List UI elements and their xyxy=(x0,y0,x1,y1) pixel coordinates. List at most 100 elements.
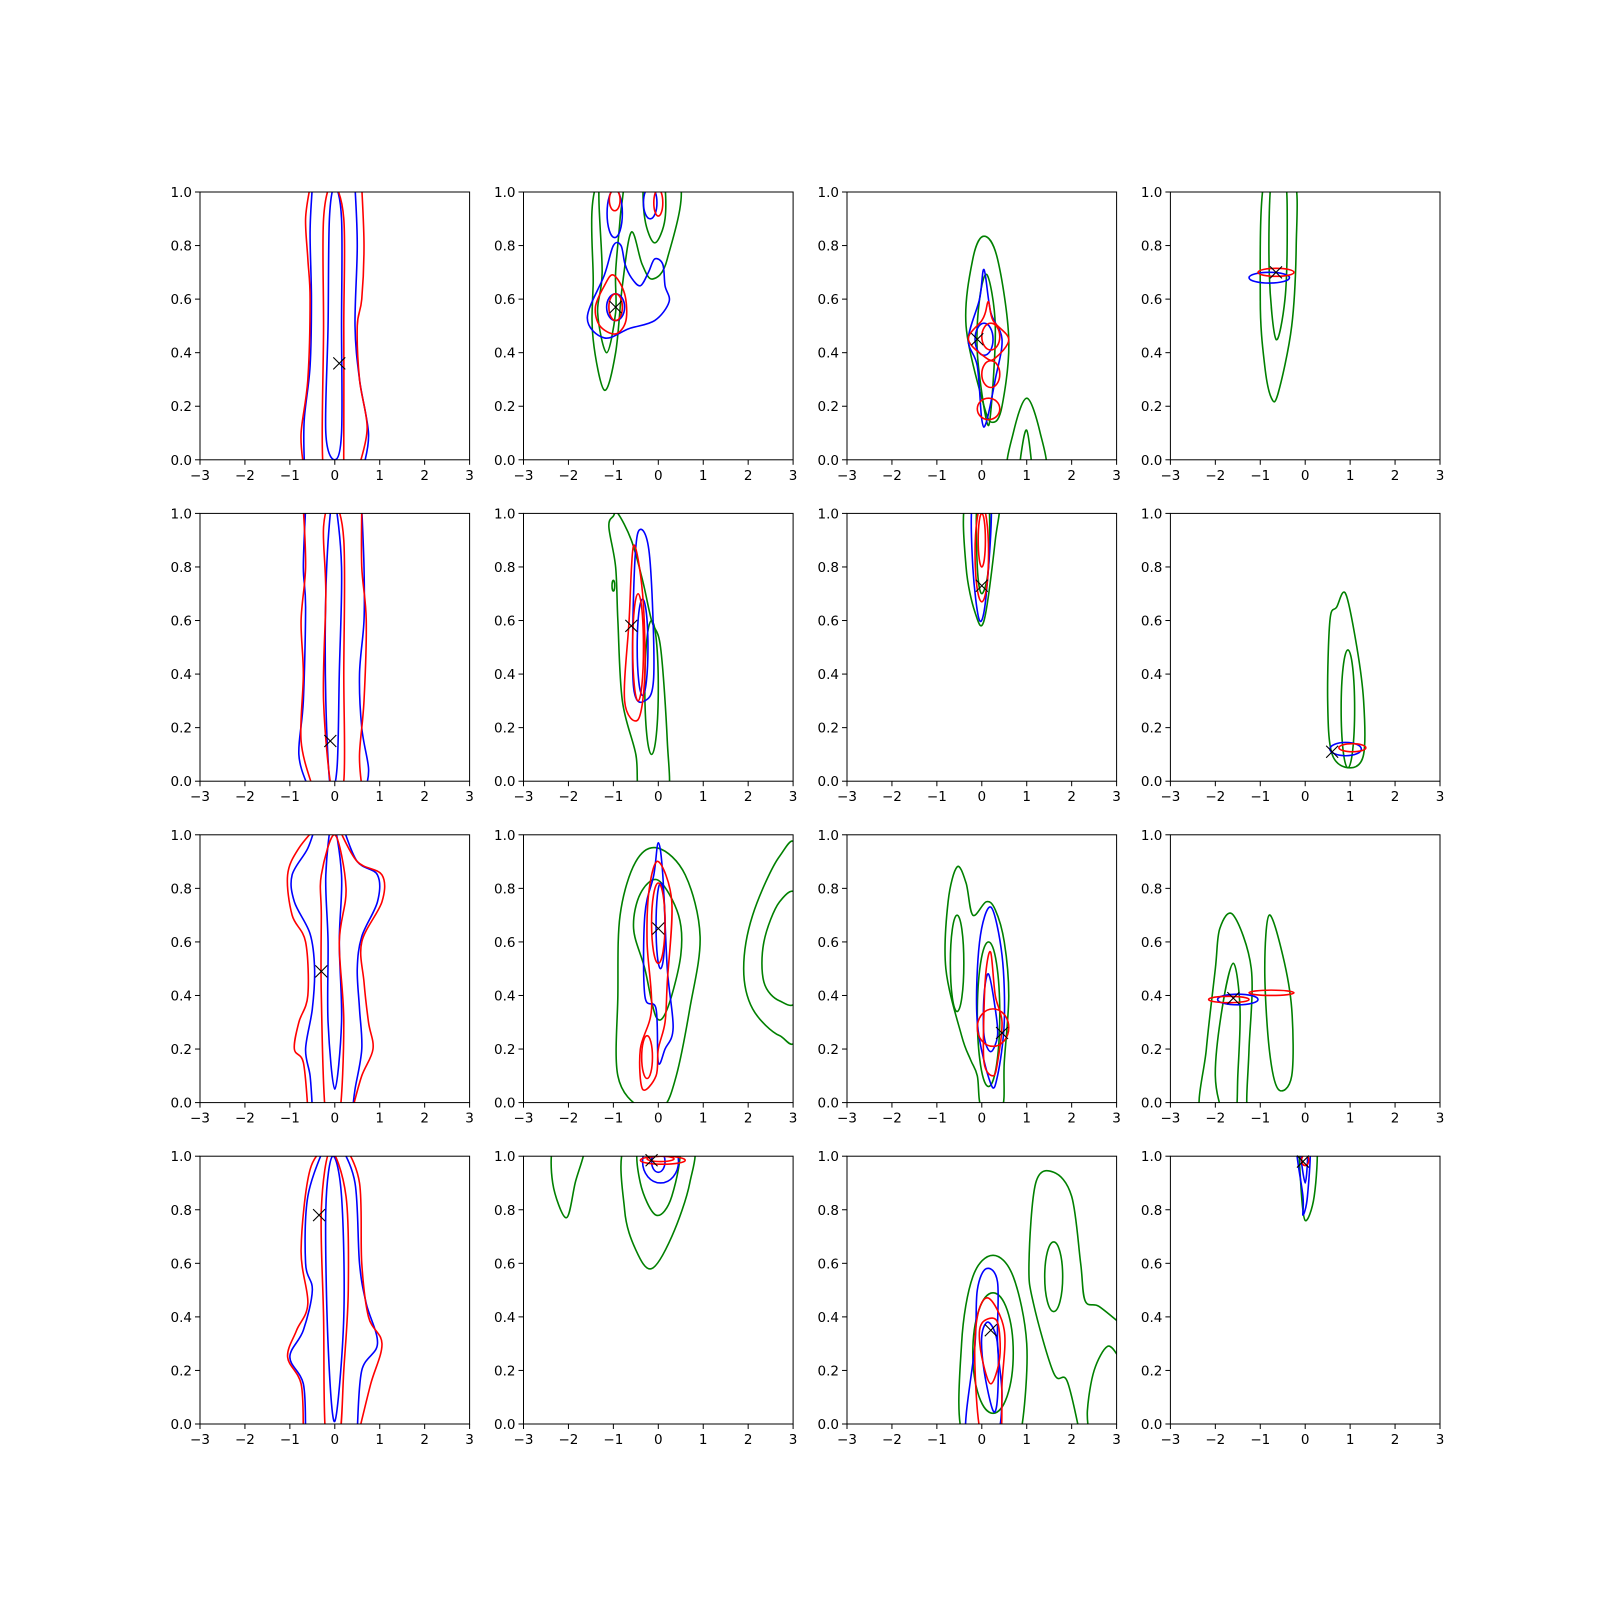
x-tick-label: −3 xyxy=(190,1111,210,1127)
contour-red xyxy=(356,192,368,460)
y-tick-label: 0.8 xyxy=(1141,239,1162,255)
x-tick-label: −1 xyxy=(927,468,947,484)
contour-green xyxy=(636,1156,681,1217)
data-point-x-marker xyxy=(651,922,665,935)
y-tick-label: 0.2 xyxy=(1141,721,1162,737)
subplot-r0-c2: −3 −2 −1 0 1 2 3 0.0 0.2 0.4 0.6 0.8 1.0 xyxy=(818,185,1121,484)
contour-green xyxy=(611,579,616,592)
y-tick-label: 0.8 xyxy=(818,560,839,576)
plot-area xyxy=(550,1156,696,1270)
subplot-r2-c0: −3 −2 −1 0 1 2 3 0.0 0.2 0.4 0.6 0.8 1.0 xyxy=(171,828,474,1127)
x-tick-label: −3 xyxy=(514,1111,534,1127)
axes-frame xyxy=(1169,1155,1441,1425)
y-tick-label: 0.2 xyxy=(818,399,839,415)
contour-blue xyxy=(289,1156,322,1424)
y-tick-label: 1.0 xyxy=(1141,185,1162,201)
contour-green xyxy=(964,235,1010,424)
x-tick-label: −1 xyxy=(927,1111,947,1127)
contour-green xyxy=(644,619,660,756)
contour-red xyxy=(650,882,666,965)
x-tick-label: 3 xyxy=(465,789,474,805)
plot-area xyxy=(1296,1156,1319,1222)
x-tick-label: 1 xyxy=(375,1432,384,1448)
x-tick-label: 2 xyxy=(1067,1432,1076,1448)
x-tick-label: 0 xyxy=(654,789,663,805)
y-tick-label: 0.8 xyxy=(171,1203,192,1219)
x-tick-label: −1 xyxy=(603,1111,623,1127)
y-tick-label: 0.0 xyxy=(171,1417,192,1433)
y-tick-label: 0.0 xyxy=(494,453,515,469)
y-tick-label: 0.6 xyxy=(1141,1256,1162,1272)
x-tick-label: 3 xyxy=(1436,789,1445,805)
axes-frame xyxy=(1169,512,1441,782)
x-tick-label: −3 xyxy=(514,789,534,805)
contour-red xyxy=(623,544,646,722)
x-tick-label: −3 xyxy=(1160,468,1180,484)
contour-green xyxy=(615,846,701,1103)
contour-blue xyxy=(974,322,994,357)
contour-green xyxy=(949,914,965,1013)
contour-red xyxy=(977,513,987,568)
axes-frame xyxy=(199,191,471,461)
x-tick-label: −3 xyxy=(837,468,857,484)
contour-red xyxy=(976,1008,1010,1048)
contour-blue xyxy=(975,906,1006,1089)
y-tick-label: 0.4 xyxy=(818,988,839,1004)
y-tick-label: 0.4 xyxy=(171,667,192,683)
x-tick-label: 0 xyxy=(331,1432,340,1448)
data-point-x-marker xyxy=(970,332,984,346)
plot-area xyxy=(286,834,386,1103)
y-tick-label: 0.2 xyxy=(1141,1363,1162,1379)
y-tick-label: 0.6 xyxy=(818,935,839,951)
contour-red xyxy=(980,322,1001,351)
plot-area xyxy=(608,513,671,782)
subplot-r3-c1: −3 −2 −1 0 1 2 3 0.0 0.2 0.4 0.6 0.8 1.0 xyxy=(494,1149,797,1448)
x-tick-label: −3 xyxy=(190,468,210,484)
y-tick-label: 0.4 xyxy=(818,1310,839,1326)
contour-green xyxy=(1326,591,1366,769)
x-tick-label: −1 xyxy=(1250,789,1270,805)
x-tick-label: 2 xyxy=(1391,789,1400,805)
y-tick-label: 0.8 xyxy=(494,560,515,576)
contour-green xyxy=(1086,1345,1117,1424)
contour-green xyxy=(550,1156,585,1219)
contour-green xyxy=(590,192,683,391)
plot-area xyxy=(615,840,794,1103)
subplot-r1-c1: −3 −2 −1 0 1 2 3 0.0 0.2 0.4 0.6 0.8 1.0 xyxy=(494,506,797,805)
x-tick-label: 1 xyxy=(375,789,384,805)
contour-green xyxy=(642,192,667,244)
x-tick-label: −1 xyxy=(603,1432,623,1448)
x-tick-label: −1 xyxy=(1250,1111,1270,1127)
axes-frame xyxy=(199,834,471,1104)
x-tick-label: 3 xyxy=(1436,468,1445,484)
plot-area xyxy=(300,192,370,460)
x-tick-label: −2 xyxy=(1205,1432,1225,1448)
x-tick-label: −1 xyxy=(927,789,947,805)
y-tick-label: 1.0 xyxy=(494,506,515,522)
axes-frame xyxy=(523,1155,794,1425)
y-tick-label: 1.0 xyxy=(818,828,839,844)
x-tick-label: 1 xyxy=(375,1111,384,1127)
y-tick-label: 0.0 xyxy=(818,774,839,790)
contour-green xyxy=(608,513,671,782)
x-tick-label: −1 xyxy=(1250,1432,1270,1448)
y-tick-label: 0.2 xyxy=(494,1363,515,1379)
y-tick-label: 0.4 xyxy=(818,346,839,362)
y-tick-label: 0.0 xyxy=(494,1096,515,1112)
y-tick-label: 0.4 xyxy=(494,988,515,1004)
plot-area xyxy=(286,1156,383,1424)
y-tick-label: 0.6 xyxy=(494,292,515,308)
y-tick-label: 0.2 xyxy=(818,721,839,737)
contour-red xyxy=(1257,267,1295,278)
contour-red xyxy=(299,513,312,782)
y-tick-label: 0.0 xyxy=(494,1417,515,1433)
y-tick-label: 0.2 xyxy=(494,1042,515,1058)
x-tick-label: 1 xyxy=(699,1111,708,1127)
y-tick-label: 0.6 xyxy=(818,292,839,308)
contour-red xyxy=(638,860,673,1091)
x-tick-label: 0 xyxy=(978,789,987,805)
y-tick-label: 1.0 xyxy=(1141,506,1162,522)
contour-green xyxy=(944,865,1010,1103)
y-tick-label: 0.2 xyxy=(171,721,192,737)
x-tick-label: 3 xyxy=(1436,1111,1445,1127)
